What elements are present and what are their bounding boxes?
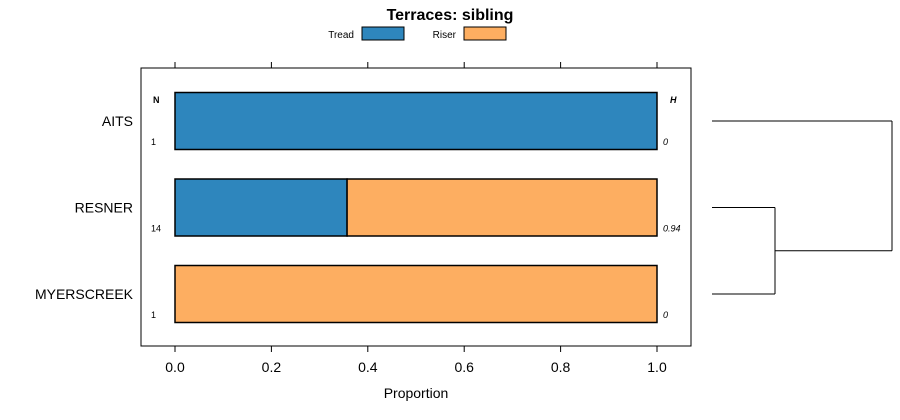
x-tick-label: 0.6 [454, 359, 474, 375]
legend-swatch-riser [463, 26, 507, 41]
category-label: RESNER [75, 200, 133, 216]
bar-riser-myerscreek [174, 264, 658, 324]
n-value: 14 [151, 224, 161, 234]
n-column-header: N [153, 95, 160, 105]
x-tick-label: 0.2 [262, 359, 282, 375]
dendrogram [712, 120, 893, 295]
plot-panel [140, 67, 692, 347]
bar-riser-resner [346, 178, 658, 237]
category-label: AITS [102, 113, 133, 129]
bars [174, 91, 658, 324]
h-values: 0 0.94 0 [663, 137, 681, 320]
x-axis-title: Proportion [384, 385, 449, 401]
x-tick-label: 1.0 [647, 359, 667, 375]
bar-tread-aits [174, 91, 658, 151]
x-tick-label: 0.0 [165, 359, 185, 375]
chart-title: Terraces: sibling [387, 7, 514, 24]
x-tick-label: 0.8 [551, 359, 571, 375]
h-column-header: H [670, 95, 677, 105]
legend: Tread Riser [328, 26, 507, 41]
x-axis: 0.0 0.2 0.4 0.6 0.8 1.0 [165, 62, 667, 375]
n-value: 1 [151, 310, 156, 320]
bar-tread-resner [174, 178, 348, 237]
h-value: 0 [663, 310, 668, 320]
category-labels: AITS RESNER MYERSCREEK [35, 113, 134, 302]
h-value: 0 [663, 137, 668, 147]
n-values: 1 14 1 [151, 137, 161, 320]
category-label: MYERSCREEK [35, 286, 134, 302]
x-tick-label: 0.4 [358, 359, 378, 375]
legend-swatch-tread [361, 26, 405, 41]
legend-label-tread: Tread [328, 30, 354, 41]
n-value: 1 [151, 137, 156, 147]
legend-label-riser: Riser [433, 30, 457, 41]
h-value: 0.94 [663, 224, 681, 234]
